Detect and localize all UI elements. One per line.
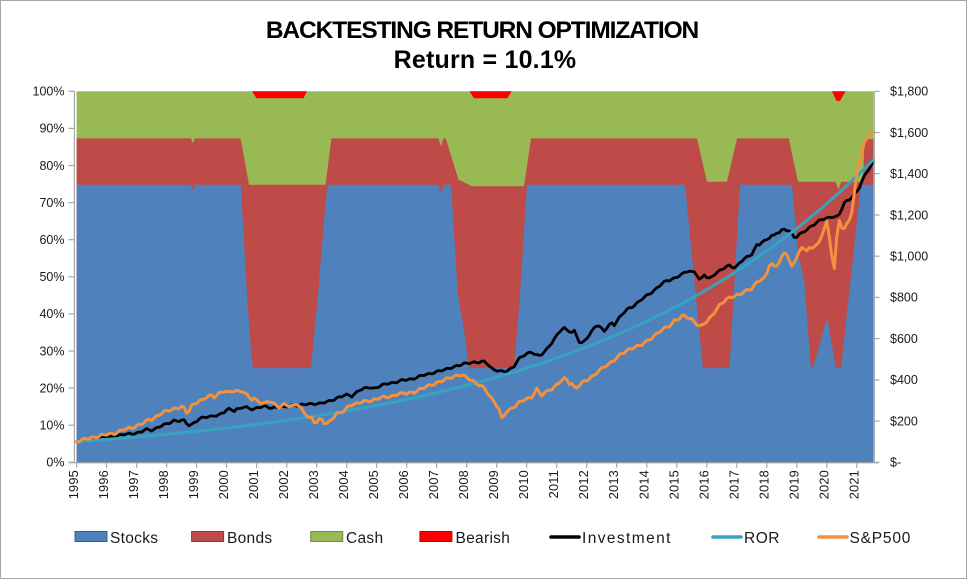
svg-text:$800: $800: [890, 291, 918, 305]
svg-text:$600: $600: [890, 332, 918, 346]
svg-text:BACKTESTING RETURN OPTIMIZATIO: BACKTESTING RETURN OPTIMIZATION: [266, 17, 699, 44]
svg-text:2000: 2000: [216, 470, 231, 499]
svg-text:$200: $200: [890, 414, 918, 428]
svg-text:50%: 50%: [39, 270, 64, 284]
svg-text:30%: 30%: [39, 344, 64, 358]
svg-text:1998: 1998: [156, 470, 171, 499]
svg-text:10%: 10%: [39, 419, 64, 433]
svg-text:2018: 2018: [756, 470, 771, 499]
svg-text:S&P500: S&P500: [850, 530, 912, 547]
svg-text:0%: 0%: [46, 456, 64, 470]
svg-text:70%: 70%: [39, 196, 64, 210]
svg-text:2008: 2008: [456, 470, 471, 499]
svg-text:1995: 1995: [66, 470, 81, 499]
svg-text:Bearish: Bearish: [456, 530, 511, 547]
svg-text:20%: 20%: [39, 381, 64, 395]
svg-text:$1,600: $1,600: [890, 126, 928, 140]
svg-text:$400: $400: [890, 373, 918, 387]
svg-text:2009: 2009: [486, 470, 501, 499]
svg-text:1996: 1996: [96, 470, 111, 499]
svg-text:1997: 1997: [126, 470, 141, 499]
svg-text:2021: 2021: [846, 470, 861, 499]
svg-text:$1,800: $1,800: [890, 85, 928, 99]
svg-text:$-: $-: [890, 456, 901, 470]
svg-text:40%: 40%: [39, 307, 64, 321]
svg-text:2016: 2016: [696, 470, 711, 499]
svg-text:1999: 1999: [186, 470, 201, 499]
svg-text:2019: 2019: [786, 470, 801, 499]
svg-text:Return = 10.1%: Return = 10.1%: [394, 46, 577, 74]
svg-text:$1,400: $1,400: [890, 167, 928, 181]
svg-text:2004: 2004: [336, 470, 351, 499]
svg-text:Stocks: Stocks: [110, 530, 158, 547]
svg-text:100%: 100%: [33, 85, 65, 99]
svg-text:$1,000: $1,000: [890, 250, 928, 264]
svg-text:2014: 2014: [636, 470, 651, 499]
svg-text:2012: 2012: [576, 470, 591, 499]
svg-text:ROR: ROR: [744, 530, 780, 547]
svg-text:2015: 2015: [666, 470, 681, 499]
svg-text:2007: 2007: [426, 470, 441, 499]
svg-text:90%: 90%: [39, 122, 64, 136]
svg-text:2010: 2010: [516, 470, 531, 499]
svg-text:2011: 2011: [546, 470, 561, 498]
svg-text:2006: 2006: [396, 470, 411, 499]
svg-text:Investment: Investment: [582, 530, 672, 547]
svg-text:2013: 2013: [606, 470, 621, 499]
svg-text:2005: 2005: [366, 470, 381, 499]
svg-text:Cash: Cash: [346, 530, 383, 547]
svg-text:Bonds: Bonds: [227, 530, 272, 547]
svg-text:2002: 2002: [276, 470, 291, 499]
svg-text:2001: 2001: [246, 470, 261, 499]
svg-text:2017: 2017: [726, 470, 741, 499]
svg-text:60%: 60%: [39, 233, 64, 247]
svg-text:80%: 80%: [39, 159, 64, 173]
svg-text:$1,200: $1,200: [890, 208, 928, 222]
svg-text:2003: 2003: [306, 470, 321, 499]
svg-text:2020: 2020: [816, 470, 831, 499]
